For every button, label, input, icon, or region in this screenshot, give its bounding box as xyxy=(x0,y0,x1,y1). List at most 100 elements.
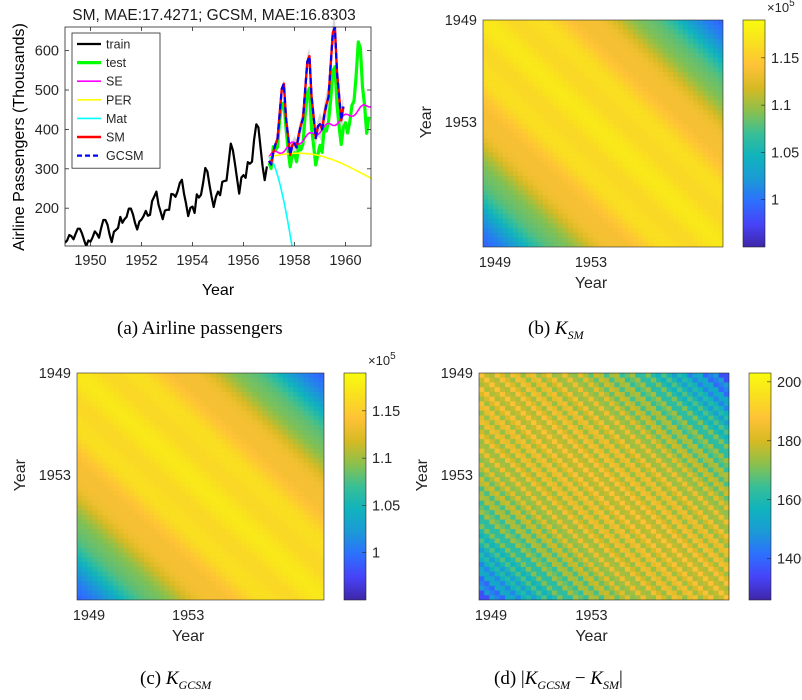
heatmap-cell xyxy=(609,382,616,388)
heatmap-cell xyxy=(628,185,634,191)
heatmap-cell xyxy=(608,176,614,182)
heatmap-cell xyxy=(159,391,166,398)
heatmap-cell xyxy=(518,142,524,149)
heatmap-cell xyxy=(638,128,644,135)
heatmap-cell xyxy=(563,43,569,49)
heatmap-cell xyxy=(658,20,664,26)
heatmap-cell xyxy=(498,53,504,59)
heatmap-cell xyxy=(593,382,600,388)
heatmap-cell xyxy=(518,81,524,87)
heatmap-cell xyxy=(164,495,171,502)
heatmap-cell xyxy=(133,486,140,492)
heatmap-cell xyxy=(593,133,599,139)
heatmap-cell xyxy=(558,114,564,120)
heatmap-cell xyxy=(231,396,238,402)
heatmap-cell xyxy=(628,242,634,247)
heatmap-cell xyxy=(200,566,207,573)
heatmap-cell xyxy=(195,557,202,563)
heatmap-cell xyxy=(508,232,514,239)
heatmap-cell xyxy=(210,538,217,544)
heatmap-cell xyxy=(272,481,279,488)
heatmap-cell xyxy=(210,415,217,421)
heatmap-cell xyxy=(267,420,274,426)
heatmap-cell xyxy=(528,67,534,73)
heatmap-cell xyxy=(628,62,634,68)
heatmap-cell xyxy=(608,76,614,83)
heatmap-cell xyxy=(205,377,212,384)
heatmap-cell xyxy=(77,462,83,469)
heatmap-cell xyxy=(179,377,186,384)
heatmap-cell xyxy=(82,401,88,407)
heatmap-cell xyxy=(518,237,524,243)
heatmap-cell xyxy=(77,510,83,516)
heatmap-cell xyxy=(518,194,524,201)
heatmap-cell xyxy=(257,429,263,436)
heatmap-cell xyxy=(138,491,145,497)
heatmap-cell xyxy=(573,81,579,87)
heatmap-cell xyxy=(608,223,614,229)
heatmap-cell xyxy=(118,514,124,521)
heatmap-cell xyxy=(628,38,634,45)
heatmap-cell xyxy=(133,425,140,431)
heatmap-cell xyxy=(583,152,589,158)
heatmap-cell xyxy=(190,429,196,436)
heatmap-cell xyxy=(195,477,202,483)
heatmap-cell xyxy=(578,100,584,106)
heatmap-cell xyxy=(154,448,160,454)
heatmap-cell xyxy=(562,391,569,398)
heatmap-cell xyxy=(138,552,145,559)
heatmap-cell xyxy=(205,510,212,516)
heatmap-cell xyxy=(553,157,559,163)
heatmap-cell xyxy=(698,20,704,26)
heatmap-cell xyxy=(205,590,212,596)
heatmap-cell xyxy=(82,439,88,445)
heatmap-cell xyxy=(609,391,616,398)
heatmap-cell xyxy=(123,543,130,549)
heatmap-cell xyxy=(318,510,324,516)
heatmap-cell xyxy=(588,218,594,224)
heatmap-cell xyxy=(92,533,99,540)
heatmap-cell xyxy=(174,486,181,492)
chart-title: SM, MAE:17.4271; GCSM, MAE:16.8303 xyxy=(72,7,355,24)
heatmap-cell xyxy=(663,119,669,125)
heatmap-cell xyxy=(174,453,181,459)
heatmap-cell xyxy=(683,232,689,239)
heatmap-cell xyxy=(638,20,644,26)
heatmap-cell xyxy=(298,462,305,469)
heatmap-cell xyxy=(308,529,315,535)
heatmap-cell xyxy=(303,557,310,563)
heatmap-cell xyxy=(272,533,279,540)
heatmap-cell xyxy=(533,166,539,172)
heatmap-cell xyxy=(123,547,130,554)
heatmap-cell xyxy=(588,190,594,196)
heatmap-cell xyxy=(713,24,719,31)
heatmap-cell xyxy=(257,425,263,431)
heatmap-cell xyxy=(678,38,684,45)
heatmap-cell xyxy=(538,180,544,187)
heatmap-cell xyxy=(648,38,654,45)
heatmap-cell xyxy=(673,161,679,168)
heatmap-cell xyxy=(538,53,544,59)
heatmap-cell xyxy=(658,124,664,130)
heatmap-cell xyxy=(287,448,294,454)
heatmap-cell xyxy=(231,543,238,549)
heatmap-cell xyxy=(508,133,514,139)
heatmap-cell xyxy=(159,481,166,488)
heatmap-cell xyxy=(698,119,704,125)
heatmap-cell xyxy=(638,81,644,87)
heatmap-cell xyxy=(551,391,558,398)
heatmap-cell xyxy=(658,62,664,68)
heatmap-cell xyxy=(210,425,217,431)
heatmap-cell xyxy=(174,562,181,568)
heatmap-cell xyxy=(493,95,499,101)
heatmap-cell xyxy=(149,585,155,592)
heatmap-cell xyxy=(633,213,639,220)
heatmap-cell xyxy=(718,171,723,177)
heatmap-cell xyxy=(673,119,679,125)
heatmap-cell xyxy=(138,500,145,507)
heatmap-cell xyxy=(102,505,109,511)
heatmap-cell xyxy=(553,29,559,35)
heatmap-cell xyxy=(190,382,196,388)
heatmap-cell xyxy=(648,142,654,149)
heatmap-cell xyxy=(123,448,130,454)
